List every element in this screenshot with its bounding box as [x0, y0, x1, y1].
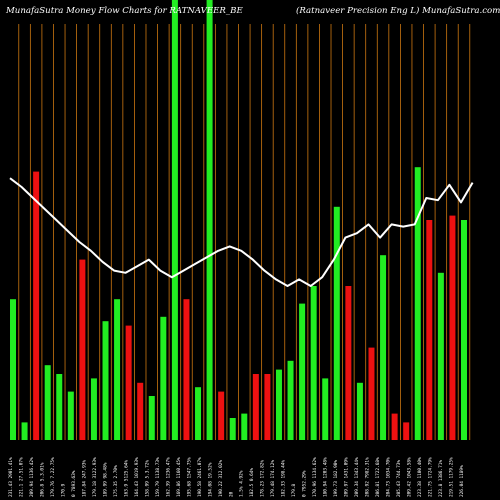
bar-9: [102, 321, 109, 440]
bar-14: [160, 316, 167, 440]
bar-21: [241, 413, 248, 440]
bar-25: [287, 360, 294, 440]
bar-20: [229, 418, 236, 440]
x-tick-label: 170.9: [60, 483, 66, 497]
x-tick-label: 223.38 1100.40%: [417, 457, 423, 497]
bar-4: [44, 365, 51, 440]
x-tick-label: 163.9 5125.64%: [123, 460, 129, 497]
bar-40: [461, 220, 467, 440]
bar-7: [79, 259, 86, 440]
bar-35: [403, 422, 410, 440]
line-layer: [9, 177, 474, 287]
x-tick-label: 205.43 744.73%: [396, 460, 402, 497]
bar-3: [33, 171, 40, 440]
bar-17: [195, 387, 202, 440]
x-tick-label: 187.84 247.93%: [81, 460, 87, 497]
x-tick-label: 179.76 7.22.75%: [50, 457, 56, 497]
x-tick-label: 209.42 1043.58%: [407, 457, 413, 497]
bar-19: [218, 391, 225, 440]
x-tick-label: 223.8 1386.71%: [438, 460, 444, 497]
x-tick-label: 204.73 1034.70%: [386, 457, 392, 497]
chart-title-left: MunafaSutra Money Flow Charts for RATNAV…: [5, 6, 243, 16]
bar-33: [380, 255, 387, 440]
x-tick-label: 199.73 182.90%: [333, 460, 339, 497]
x-tick-label: 231.43 2901.41%: [8, 457, 14, 497]
x-tick-labels: 231.43 2901.41% 221.1 27.51.07% 209.94 113…: [8, 457, 465, 497]
bars-layer: [10, 0, 467, 440]
x-tick-label: 221.1 27.51.07%: [18, 457, 24, 497]
x-tick-label: 180.94 1203.48%: [323, 457, 329, 497]
x-tick-label: 0 7893.63%: [71, 470, 77, 497]
x-tick-label: 158.99 5.3.72%: [144, 460, 150, 497]
x-tick-label: 209.94 1136.42%: [29, 457, 35, 497]
x-tick-label: 159.79 1138.73%: [155, 457, 161, 497]
x-tick-label: 182.33 198.44%: [281, 460, 287, 497]
x-tick-label: 209.97 1431.09%: [344, 457, 350, 497]
x-tick-label: 219.51 1179.25%: [449, 457, 455, 497]
x-tick-label: 162.39 1236.47%: [165, 457, 171, 497]
x-tick-label: 175.35 2.70%: [113, 465, 119, 497]
x-tick-label: 169.86 1160.45%: [176, 457, 182, 497]
bar-27: [310, 286, 317, 440]
x-tick-label: 170.96 1134.62%: [312, 457, 318, 497]
bar-1: [10, 299, 16, 440]
bar-39: [449, 215, 456, 440]
x-tick-label: 206.81 1722.68%: [375, 457, 381, 497]
x-tick-label: 206.8 5.3.01%: [39, 462, 45, 497]
x-tick-label: 195.68 1547.75%: [186, 457, 192, 497]
bar-30: [345, 286, 352, 440]
bar-18: [206, 0, 213, 440]
x-tick-label: 209.34 1343.44%: [354, 457, 360, 497]
x-tick-label: 221.75 1724.79%: [428, 457, 434, 497]
x-tick-label: 179.48 174.12%: [270, 460, 276, 497]
grid-lines: [18, 24, 471, 440]
x-tick-label: 226.04 1189%: [459, 465, 465, 497]
bar-10: [114, 299, 121, 440]
bar-23: [264, 374, 271, 440]
bar-15: [171, 0, 178, 440]
bar-13: [148, 396, 155, 440]
bar-28: [322, 378, 329, 440]
money-flow-line: [9, 177, 474, 287]
bar-6: [67, 391, 74, 440]
bar-34: [391, 413, 398, 440]
x-tick-label: 190.58 2461.07%: [197, 457, 203, 497]
bar-26: [299, 303, 306, 440]
x-tick-label: 20: [228, 491, 234, 497]
bar-24: [275, 369, 282, 440]
x-tick-label: 164.43 1019.93%: [134, 457, 140, 497]
x-tick-label: 179.8: [291, 483, 297, 497]
bar-5: [56, 374, 63, 440]
bar-29: [333, 206, 340, 440]
bar-22: [252, 374, 259, 440]
bar-12: [137, 382, 144, 440]
x-tick-label: 190.22 312.02%: [218, 460, 224, 497]
bar-2: [21, 422, 28, 440]
x-tick-label: 0 7952.29%: [302, 470, 308, 497]
x-tick-label: 208.92 7982.31%: [365, 457, 371, 497]
bar-32: [368, 347, 375, 440]
x-tick-label: 189.99 98.48%: [102, 462, 108, 497]
x-tick-label: 182.5 0.64%: [249, 468, 255, 497]
bar-11: [125, 325, 132, 440]
bar-38: [437, 272, 444, 440]
bar-8: [90, 378, 97, 440]
bar-16: [183, 299, 190, 440]
chart-title-right: (Ratnaveer Precision Eng L) MunafaSutra.…: [296, 5, 500, 16]
x-tick-label: 178.23 172.82%: [260, 460, 266, 497]
bar-36: [414, 167, 421, 440]
x-tick-label: 179.18 3122.93%: [92, 457, 98, 497]
x-tick-label: 1.5% 4.92%: [239, 470, 245, 497]
bar-31: [356, 382, 363, 440]
bar-37: [426, 220, 433, 440]
x-tick-label: 194.08 19.52%: [207, 462, 213, 497]
